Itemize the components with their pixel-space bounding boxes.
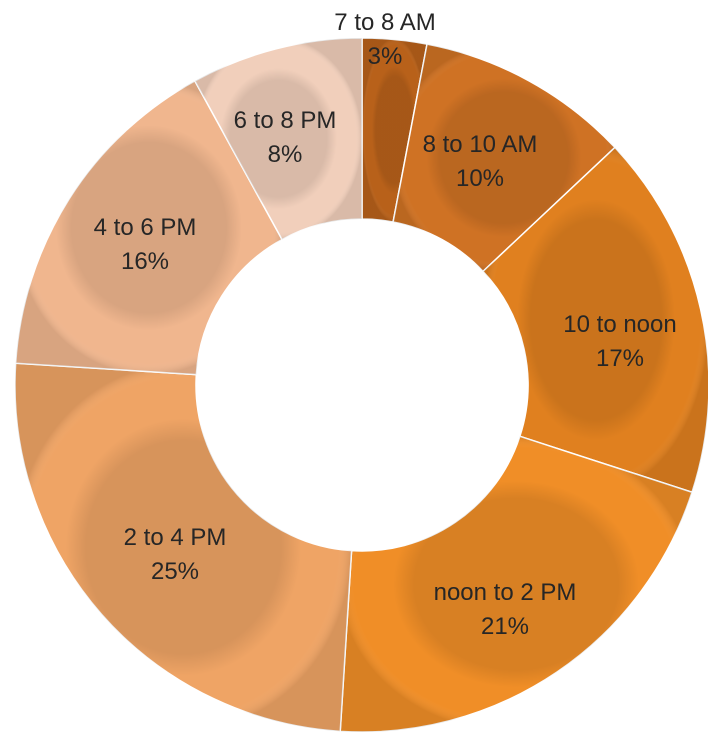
slice-value-label: 16% <box>121 248 169 275</box>
slices-layer <box>15 38 708 732</box>
slice-category-label: 6 to 8 PM <box>234 107 337 134</box>
slice-category-label: 7 to 8 AM <box>334 9 435 36</box>
slice-value-label: 21% <box>481 613 529 640</box>
slice-value-label: 25% <box>151 558 199 585</box>
slice-value-label: 10% <box>456 165 504 192</box>
slice-category-label: 8 to 10 AM <box>423 131 538 158</box>
slice-category-label: 2 to 4 PM <box>124 524 227 551</box>
slice-category-label: 10 to noon <box>563 311 676 338</box>
slice-value-label: 3% <box>368 43 403 70</box>
slice-value-label: 8% <box>268 141 303 168</box>
slice-category-label: noon to 2 PM <box>434 579 577 606</box>
slice-category-label: 4 to 6 PM <box>94 214 197 241</box>
slice-value-label: 17% <box>596 345 644 372</box>
